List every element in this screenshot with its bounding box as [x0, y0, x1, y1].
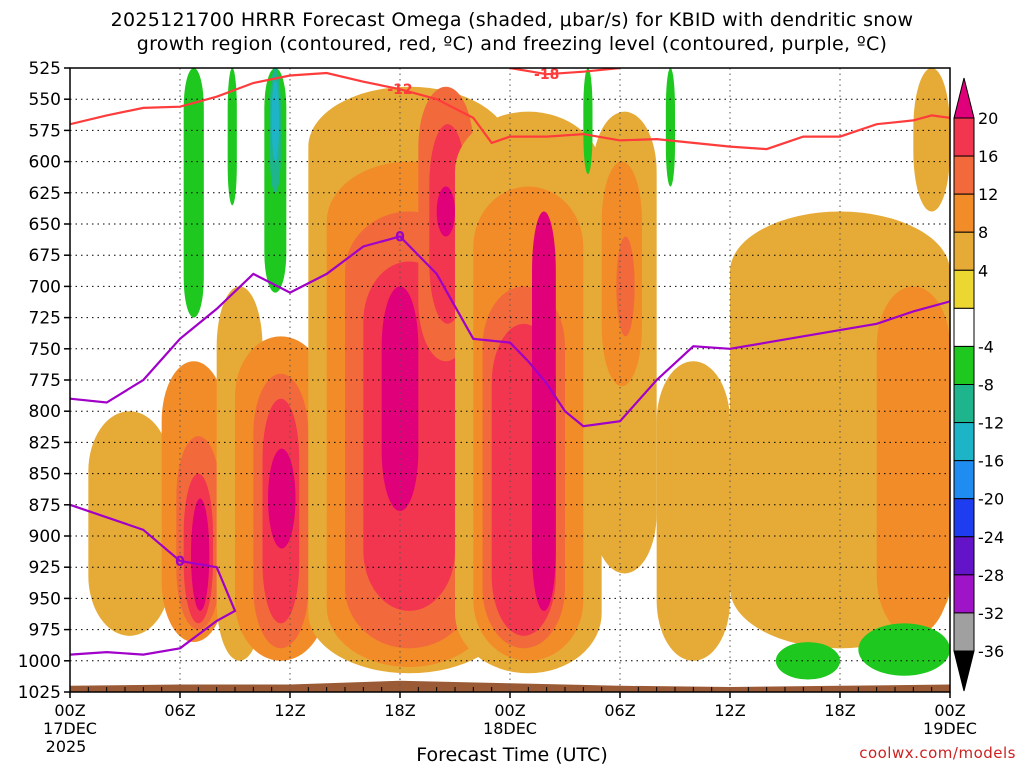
colorbar-label: -32 [978, 604, 1004, 623]
y-tick-label: 725 [29, 309, 61, 329]
y-tick-label: 1000 [18, 652, 61, 672]
y-tick-label: 775 [29, 371, 61, 391]
y-tick-label: 850 [29, 465, 61, 485]
colorbar-label: -36 [978, 642, 1004, 661]
colorbar-label: -8 [978, 376, 994, 395]
x-tick-label: 12Z [714, 701, 745, 720]
contour-line-0 [70, 71, 950, 151]
credit-text: coolwx.com/models [859, 744, 1016, 762]
negative-omega-cell-8 [858, 623, 950, 676]
colorbar-label: 8 [978, 223, 988, 242]
terrain-surface [70, 680, 950, 692]
negative-omega-cell-5 [583, 68, 593, 175]
contour-label-2: 0 [395, 229, 405, 245]
colorbar-bin [953, 384, 975, 424]
x-tick-label: 00Z [934, 701, 965, 720]
colorbar-bin [953, 117, 975, 157]
y-tick-label: 975 [29, 621, 61, 641]
colorbar-label: 12 [978, 185, 998, 204]
colorbar-label: -20 [978, 490, 1004, 509]
contour-label-3: 0 [175, 554, 185, 570]
omega-cell-4 [191, 498, 210, 611]
chart-title-line2: growth region (contoured, red, ºC) and f… [136, 33, 888, 55]
colorbar-label: -4 [978, 337, 994, 356]
colorbar-label: 20 [978, 109, 998, 128]
x-axis-label: Forecast Time (UTC) [416, 744, 608, 766]
y-tick-label: 550 [29, 90, 61, 110]
colorbar-label: -12 [978, 414, 1004, 433]
y-tick-label: 875 [29, 496, 61, 516]
negative-omega-cell-4 [271, 80, 279, 162]
colorbar-bin [953, 77, 975, 119]
colorbar-bin [953, 422, 975, 462]
colorbar-bin [953, 574, 975, 614]
y-tick-label: 750 [29, 340, 61, 360]
x-tick-label: 00Z [54, 701, 85, 720]
omega-cell-26 [656, 361, 730, 661]
y-tick-label: 600 [29, 153, 61, 173]
negative-omega-cell-1 [227, 68, 237, 206]
contour-line-1 [509, 68, 621, 76]
x-end-date-label: 19DEC [923, 719, 977, 738]
omega-cell-0 [88, 411, 171, 636]
colorbar-bin [953, 536, 975, 576]
contour-line-3 [70, 503, 237, 656]
x-mid-date-label: 18DEC [483, 719, 537, 738]
colorbar-bin [953, 231, 975, 271]
x-tick-label: 18Z [384, 701, 415, 720]
omega-cell-29 [913, 68, 950, 212]
x-tick-label: 06Z [164, 701, 195, 720]
colorbar-bin [953, 460, 975, 500]
x-start-date-label: 17DEC [43, 719, 97, 738]
y-tick-label: 675 [29, 246, 61, 266]
x-tick-label: 12Z [274, 701, 305, 720]
contour-line-2 [70, 235, 950, 428]
x-start-year-label: 2025 [46, 737, 87, 756]
colorbar-label: -16 [978, 452, 1004, 471]
colorbar-bin [953, 155, 975, 195]
negative-omega-cell-6 [665, 68, 675, 187]
contour-label-0: -12 [387, 82, 412, 98]
colorbar-label: -28 [978, 566, 1004, 585]
y-tick-label: 800 [29, 402, 61, 422]
colorbar-bin [953, 307, 975, 347]
colorbar-label: 16 [978, 147, 998, 166]
colorbar-bin [953, 650, 975, 692]
chart-title-line1: 2025121700 HRRR Forecast Omega (shaded, … [110, 9, 914, 31]
y-tick-label: 825 [29, 433, 61, 453]
y-tick-label: 650 [29, 215, 61, 235]
y-tick-label: 625 [29, 184, 61, 204]
contour-label-1: -18 [534, 67, 559, 83]
x-tick-label: 18Z [824, 701, 855, 720]
x-tick-label: 06Z [604, 701, 635, 720]
y-tick-label: 1025 [18, 683, 61, 703]
colorbar-label: -24 [978, 528, 1004, 547]
omega-cell-28 [876, 286, 950, 636]
y-tick-label: 950 [29, 589, 61, 609]
x-tick-label: 00Z [494, 701, 525, 720]
y-tick-label: 525 [29, 59, 61, 79]
negative-omega-cell-0 [183, 68, 204, 318]
colorbar-bin [953, 193, 975, 233]
y-tick-label: 900 [29, 527, 61, 547]
colorbar-bin [953, 269, 975, 309]
omega-cell-9 [268, 448, 296, 549]
colorbar-bin [953, 612, 975, 652]
colorbar-label: 4 [978, 261, 988, 280]
y-tick-label: 925 [29, 558, 61, 578]
colorbar-bin [953, 345, 975, 385]
colorbar-bin [953, 498, 975, 538]
omega-cell-17 [436, 186, 455, 237]
y-tick-label: 700 [29, 277, 61, 297]
y-tick-label: 575 [29, 121, 61, 141]
